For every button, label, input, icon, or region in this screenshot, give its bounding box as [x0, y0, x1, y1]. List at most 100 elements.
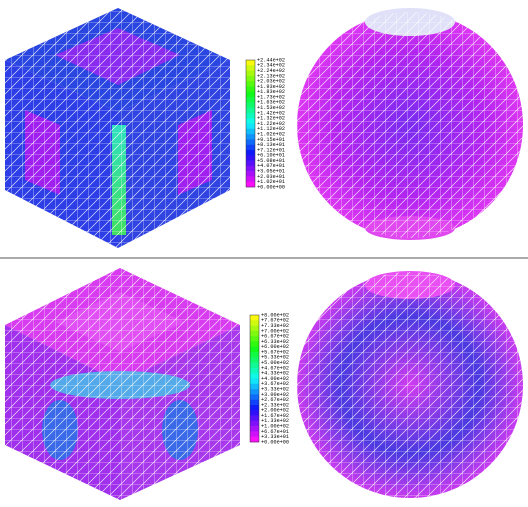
legend-swatch: [246, 102, 255, 108]
legend-swatch: [250, 383, 259, 390]
legend-label: +2.67e+02: [261, 397, 289, 403]
legend-label: +5.08e+01: [257, 158, 285, 164]
legend-frame: [249, 314, 260, 443]
legend-label: +3.05e+01: [257, 169, 285, 175]
legend-label: +7.67e+02: [261, 318, 289, 324]
legend-swatch: [250, 330, 259, 337]
legend-swatch: [246, 81, 255, 87]
legend-swatch: [250, 320, 259, 326]
legend-label: +6.10e+01: [257, 153, 285, 159]
legend-swatch: [246, 181, 255, 188]
cube-bottom: [5, 268, 240, 500]
legend-label: +5.33e+02: [261, 355, 289, 361]
legend-label: +2.34e+02: [257, 63, 285, 69]
legend-swatch: [246, 165, 255, 172]
legend-swatch: [246, 86, 255, 93]
legend-bottom: +8.00e+02+7.67e+02+7.33e+02+7.00e+02+6.6…: [249, 312, 289, 445]
legend-swatch: [250, 426, 259, 432]
sphere-bottom: [297, 271, 523, 498]
legend-label: +3.33e+02: [261, 386, 289, 392]
legend-label: +2.03e+01: [257, 174, 285, 180]
legend-swatch: [246, 97, 255, 103]
legend-swatch: [250, 410, 259, 416]
legend-label: +1.53e+02: [257, 105, 285, 111]
legend-swatch: [250, 394, 259, 400]
legend-label: +9.15e+01: [257, 137, 285, 143]
legend-label: +1.12e+02: [257, 126, 285, 132]
cube-top: [5, 8, 230, 248]
legend-label: +7.33e+02: [261, 323, 289, 329]
legend-label: +4.07e+01: [257, 163, 285, 169]
legend-label: +1.22e+02: [257, 121, 285, 127]
legend-label: +1.42e+02: [257, 110, 285, 116]
legend-frame: [245, 59, 256, 188]
legend-swatch: [250, 315, 259, 321]
legend-label: +4.00e+02: [261, 376, 289, 382]
legend-label: +0.00e+00: [257, 184, 285, 190]
legend-label: +6.67e+02: [261, 334, 289, 340]
legend-swatch: [246, 123, 255, 130]
legend-swatch: [246, 176, 255, 183]
legend-label: +1.00e+02: [261, 424, 289, 430]
legend-swatch: [250, 378, 259, 385]
legend-swatch: [250, 341, 259, 348]
legend-swatch: [250, 399, 259, 406]
legend-swatch: [250, 431, 259, 438]
legend-swatch: [246, 91, 255, 98]
legend-swatch: [250, 373, 259, 379]
sphere-top: [297, 8, 523, 240]
legend-swatch: [246, 60, 255, 66]
legend-label: +2.00e+02: [261, 408, 289, 414]
legend-swatch: [250, 389, 259, 395]
legend-swatch: [246, 107, 255, 114]
legend-label: +5.67e+02: [261, 349, 289, 355]
legend-top: +2.44e+02+2.34e+02+2.24e+02+2.13e+02+2.0…: [245, 57, 285, 190]
legend-swatch: [246, 134, 255, 140]
legend-label: +1.73e+02: [257, 94, 285, 100]
legend-swatch: [246, 144, 255, 151]
legend-label: +6.67e+01: [261, 429, 289, 435]
legend-swatch: [250, 436, 259, 443]
legend-swatch: [246, 160, 255, 167]
legend-swatch: [250, 415, 259, 422]
legend-label: +7.12e+01: [257, 147, 285, 153]
legend-label: +4.33e+02: [261, 371, 289, 377]
legend-swatch: [250, 336, 259, 342]
legend-label: +2.24e+02: [257, 68, 285, 74]
legend-label: +1.02e+02: [257, 131, 285, 137]
legend-label: +1.67e+02: [261, 413, 289, 419]
legend-swatch: [250, 357, 259, 363]
legend-label: +6.00e+02: [261, 344, 289, 350]
legend-label: +8.00e+02: [261, 312, 289, 318]
legend-swatch: [250, 325, 259, 332]
legend-swatch: [250, 346, 259, 353]
legend-swatch: [246, 139, 255, 145]
legend-label: +5.00e+02: [261, 360, 289, 366]
legend-label: +1.02e+01: [257, 179, 285, 185]
legend-label: +1.63e+02: [257, 100, 285, 106]
legend-label: +2.33e+02: [261, 402, 289, 408]
legend-label: +8.13e+01: [257, 142, 285, 148]
legend-label: +1.33e+02: [261, 418, 289, 424]
legend-swatch: [246, 128, 255, 135]
legend-swatch: [246, 65, 255, 71]
legend-swatch: [246, 118, 255, 124]
legend-label: +0.00e+00: [261, 439, 289, 445]
legend-swatch: [246, 171, 255, 177]
legend-label: +1.83e+02: [257, 89, 285, 95]
legend-label: +3.00e+02: [261, 392, 289, 398]
legend-swatch: [246, 155, 255, 161]
legend-swatch: [250, 367, 259, 374]
legend-swatch: [250, 404, 259, 411]
legend-label: +2.13e+02: [257, 73, 285, 79]
legend-label: +2.44e+02: [257, 57, 285, 63]
legend-swatch: [246, 75, 255, 82]
legend-label: +1.93e+02: [257, 84, 285, 90]
legend-label: +4.67e+02: [261, 365, 289, 371]
legend-label: +1.32e+02: [257, 116, 285, 122]
legend-swatch: [246, 112, 255, 119]
legend-label: +6.33e+02: [261, 339, 289, 345]
legend-label: +2.03e+02: [257, 79, 285, 85]
legend-swatch: [246, 70, 255, 77]
